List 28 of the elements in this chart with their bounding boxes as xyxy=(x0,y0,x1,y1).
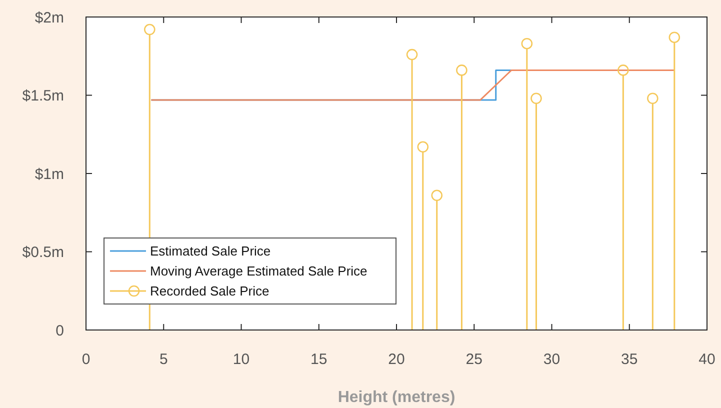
point xyxy=(456,64,468,76)
point xyxy=(618,64,629,76)
point xyxy=(530,92,542,104)
x-tick-label: 0 xyxy=(82,351,90,368)
legend-label: Recorded Sale Price xyxy=(150,284,270,299)
y-tick-label: $2m xyxy=(34,9,64,26)
x-tick-label: 15 xyxy=(310,351,328,368)
point xyxy=(647,92,658,104)
x-tick-label: 35 xyxy=(621,351,638,368)
x-tick-label: 30 xyxy=(543,351,560,368)
point xyxy=(431,190,443,202)
legend-label: Moving Average Estimated Sale Price xyxy=(150,264,368,279)
x-tick-label: 25 xyxy=(466,351,482,368)
point xyxy=(144,24,156,36)
x-tick-label: 40 xyxy=(698,351,716,368)
x-tick-label: 5 xyxy=(159,351,168,368)
point xyxy=(417,141,429,153)
x-axis-title: Height (metres) xyxy=(338,389,456,406)
y-tick-label: $0.5m xyxy=(22,244,64,261)
point xyxy=(406,48,418,60)
y-tick-label: 0 xyxy=(56,322,64,340)
y-tick-label: $1.5m xyxy=(22,88,64,104)
x-tick-label: 20 xyxy=(388,351,405,368)
legend-label: Estimated Sale Price xyxy=(150,244,271,259)
point xyxy=(521,38,533,50)
y-tick-label: $1m xyxy=(34,166,64,183)
x-tick-label: 10 xyxy=(232,351,250,368)
point xyxy=(668,32,680,43)
